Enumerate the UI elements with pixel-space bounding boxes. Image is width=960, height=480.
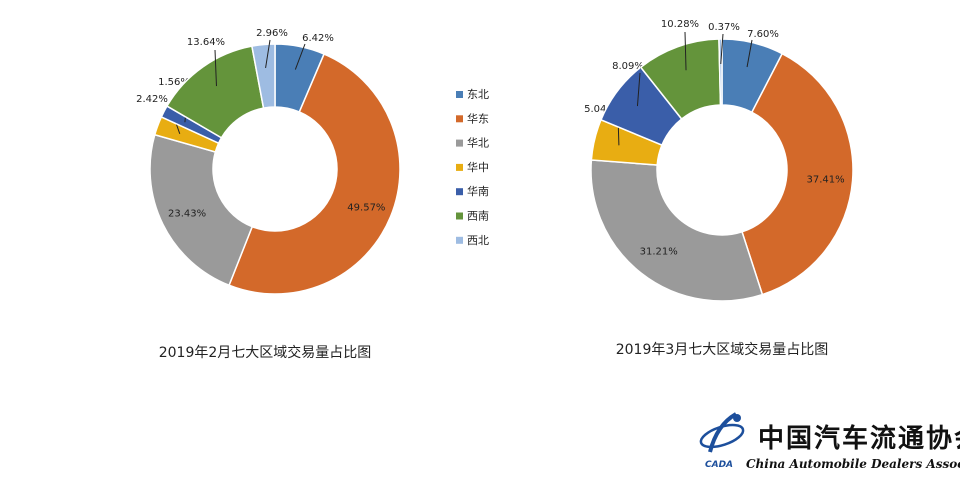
chart-title-feb: 2019年2月七大区域交易量占比图: [159, 344, 372, 361]
leader-line-西北: [265, 39, 271, 69]
data-label-华中: 5.04%: [584, 104, 616, 115]
logo-chinese-name: 中国汽车流通协会: [758, 423, 960, 454]
legend-label-华东: 华东: [467, 111, 489, 125]
legend-swatch-西北: [456, 236, 463, 244]
legend-label-华南: 华南: [467, 184, 489, 198]
data-label-西北: 0.37%: [708, 22, 740, 33]
leader-line-东北: [294, 43, 306, 70]
data-label-华北: 31.21%: [640, 246, 678, 257]
leader-line-西南: [214, 49, 217, 87]
slice-华东: [228, 53, 401, 295]
slice-华北: [149, 133, 254, 287]
donut-chart-mar: 7.60% 37.41% 31.21% 5.04% 8.09% 10.28% 0.37%: [584, 19, 854, 302]
legend-swatch-华南: [456, 188, 463, 196]
legend-swatch-华北: [456, 139, 463, 147]
legend-label-华北: 华北: [467, 136, 489, 150]
leader-line-西南: [684, 31, 687, 71]
slice-华东: [741, 52, 854, 296]
chart-title-mar: 2019年3月七大区域交易量占比图: [616, 341, 829, 358]
legend-swatch-东北: [456, 91, 463, 98]
logo-abbr: CADA: [705, 460, 733, 470]
data-label-西南: 13.64%: [187, 37, 225, 48]
donut-chart-feb: 6.42% 49.57% 23.43% 2.42% 1.56% 13.64% 2.96%: [136, 28, 401, 295]
data-label-华北: 23.43%: [168, 208, 206, 219]
leader-line-西北: [720, 33, 724, 65]
legend-label-华中: 华中: [467, 160, 489, 174]
legend-swatch-华中: [456, 163, 463, 171]
logo-english-name: China Automobile Dealers Association: [746, 457, 960, 471]
leader-line-华南: [636, 72, 641, 107]
data-label-华东: 49.57%: [347, 203, 385, 214]
legend-label-西南: 西南: [467, 210, 489, 223]
leader-line-东北: [746, 39, 753, 68]
data-label-华中: 2.42%: [136, 94, 168, 105]
data-label-西北: 2.96%: [256, 28, 288, 39]
legend-swatch-西南: [456, 212, 463, 220]
legend-label-西北: 西北: [467, 234, 489, 247]
data-label-华东: 37.41%: [807, 175, 845, 186]
legend-swatch-华东: [456, 115, 463, 123]
slice-华北: [590, 159, 764, 302]
data-label-西南: 10.28%: [661, 19, 699, 30]
slice-西北: [251, 43, 276, 109]
cada-emblem-icon: [699, 412, 745, 453]
legend-label-东北: 东北: [467, 88, 489, 101]
data-label-华南: 8.09%: [612, 61, 644, 72]
data-label-东北: 7.60%: [747, 29, 779, 40]
data-label-华南: 1.56%: [158, 77, 190, 88]
data-label-东北: 6.42%: [302, 33, 334, 44]
cada-logo: CADA 中国汽车流通协会 China Automobile Dealers A…: [699, 412, 960, 471]
